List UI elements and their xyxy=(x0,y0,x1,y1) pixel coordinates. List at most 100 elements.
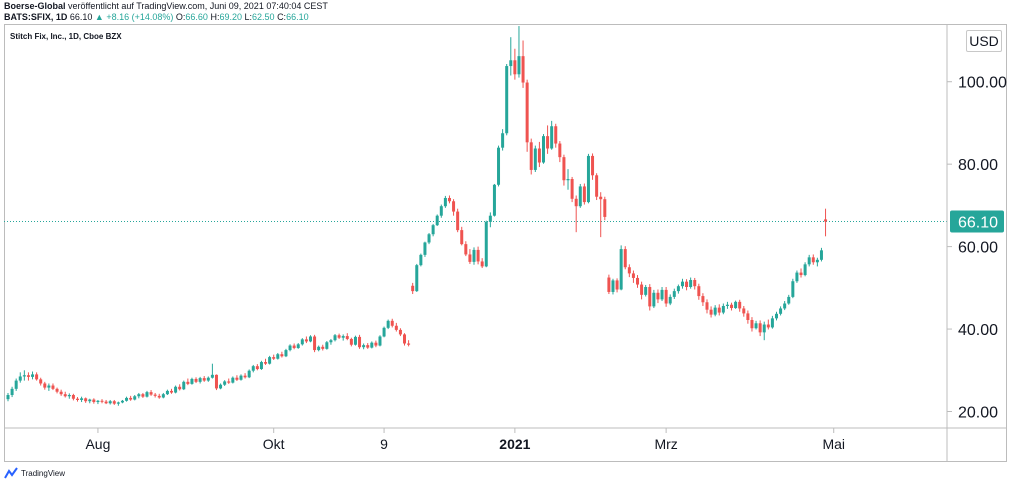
candle-106[interactable] xyxy=(439,204,443,218)
candle-2[interactable] xyxy=(14,378,18,391)
candle-145[interactable] xyxy=(599,192,603,238)
candle-141[interactable] xyxy=(582,183,586,205)
candle-62[interactable] xyxy=(259,360,263,370)
candle-127[interactable] xyxy=(525,79,529,152)
candle-3[interactable] xyxy=(18,372,22,383)
candle-117[interactable] xyxy=(484,220,488,268)
candle-70[interactable] xyxy=(292,343,296,350)
candle-176[interactable] xyxy=(725,301,729,309)
candle-32[interactable] xyxy=(137,392,141,399)
candle-112[interactable] xyxy=(464,241,468,257)
candle-21[interactable] xyxy=(92,398,96,404)
candle-197[interactable] xyxy=(811,254,815,265)
candle-139[interactable] xyxy=(574,195,578,233)
candle-157[interactable] xyxy=(648,284,652,311)
candle-152[interactable] xyxy=(627,264,631,278)
candle-177[interactable] xyxy=(730,302,734,311)
candle-107[interactable] xyxy=(443,195,447,208)
candle-108[interactable] xyxy=(447,195,451,204)
candle-187[interactable] xyxy=(770,315,774,329)
candle-110[interactable] xyxy=(456,208,460,233)
candle-47[interactable] xyxy=(198,376,202,384)
candle-144[interactable] xyxy=(595,173,599,201)
candle-166[interactable] xyxy=(685,279,689,291)
candle-39[interactable] xyxy=(165,389,169,396)
candle-182[interactable] xyxy=(750,317,754,332)
candle-142[interactable] xyxy=(586,153,590,204)
candle-132[interactable] xyxy=(546,125,550,154)
candle-97[interactable] xyxy=(403,333,407,346)
candle-138[interactable] xyxy=(570,176,574,203)
candle-77[interactable] xyxy=(321,344,325,351)
candle-89[interactable] xyxy=(370,341,374,349)
candle-17[interactable] xyxy=(75,397,79,402)
candle-155[interactable] xyxy=(640,281,644,300)
candle-31[interactable] xyxy=(133,395,137,401)
candle-165[interactable] xyxy=(680,278,684,289)
candle-6[interactable] xyxy=(31,371,35,380)
publisher-name[interactable]: Boerse-Global xyxy=(4,1,66,11)
candle-27[interactable] xyxy=(116,401,120,406)
candle-172[interactable] xyxy=(709,306,713,318)
candle-75[interactable] xyxy=(313,334,317,353)
candle-12[interactable] xyxy=(55,387,59,394)
candle-0[interactable] xyxy=(6,392,10,402)
candle-41[interactable] xyxy=(174,385,178,394)
candle-173[interactable] xyxy=(713,305,717,317)
candle-1[interactable] xyxy=(10,386,14,398)
candle-98[interactable] xyxy=(407,340,411,347)
candle-13[interactable] xyxy=(59,389,63,396)
candle-160[interactable] xyxy=(660,287,664,302)
candle-192[interactable] xyxy=(791,278,795,299)
candle-128[interactable] xyxy=(529,138,533,175)
candle-69[interactable] xyxy=(288,344,292,352)
candle-26[interactable] xyxy=(112,399,116,405)
candle-16[interactable] xyxy=(71,393,75,401)
candle-4[interactable] xyxy=(22,370,26,381)
candle-48[interactable] xyxy=(202,376,206,382)
candle-9[interactable] xyxy=(43,381,47,390)
candle-65[interactable] xyxy=(272,354,276,360)
candle-55[interactable] xyxy=(231,376,235,384)
candle-135[interactable] xyxy=(558,141,562,163)
candle-103[interactable] xyxy=(427,233,431,245)
candle-111[interactable] xyxy=(460,226,464,246)
candle-95[interactable] xyxy=(394,322,398,332)
candle-59[interactable] xyxy=(247,369,251,379)
candle-175[interactable] xyxy=(721,303,725,315)
candle-20[interactable] xyxy=(88,398,92,404)
candle-186[interactable] xyxy=(766,319,770,330)
candle-149[interactable] xyxy=(615,278,619,293)
candle-43[interactable] xyxy=(182,380,186,391)
candle-114[interactable] xyxy=(472,247,476,265)
candle-92[interactable] xyxy=(382,326,386,338)
candle-130[interactable] xyxy=(537,141,541,168)
candle-73[interactable] xyxy=(304,336,308,344)
candle-158[interactable] xyxy=(652,289,656,309)
candle-44[interactable] xyxy=(186,378,190,386)
candle-123[interactable] xyxy=(509,37,513,76)
candle-56[interactable] xyxy=(235,375,239,382)
candle-61[interactable] xyxy=(255,364,259,371)
candle-196[interactable] xyxy=(807,254,811,267)
candle-34[interactable] xyxy=(145,390,149,398)
candle-115[interactable] xyxy=(476,246,480,265)
footer-brand[interactable]: TradingView xyxy=(4,466,65,480)
candle-188[interactable] xyxy=(774,311,778,321)
candle-146[interactable] xyxy=(603,196,607,221)
candle-63[interactable] xyxy=(264,358,268,365)
candle-167[interactable] xyxy=(689,277,693,289)
candle-23[interactable] xyxy=(100,399,104,404)
candle-194[interactable] xyxy=(799,268,803,278)
candle-101[interactable] xyxy=(419,253,423,267)
candle-195[interactable] xyxy=(803,262,807,277)
candle-8[interactable] xyxy=(39,377,43,386)
candle-136[interactable] xyxy=(562,154,566,186)
candle-50[interactable] xyxy=(210,363,214,379)
candle-150[interactable] xyxy=(619,245,623,291)
candle-121[interactable] xyxy=(501,129,505,151)
candle-124[interactable] xyxy=(513,48,517,80)
candle-36[interactable] xyxy=(153,392,157,398)
candle-11[interactable] xyxy=(51,383,55,391)
